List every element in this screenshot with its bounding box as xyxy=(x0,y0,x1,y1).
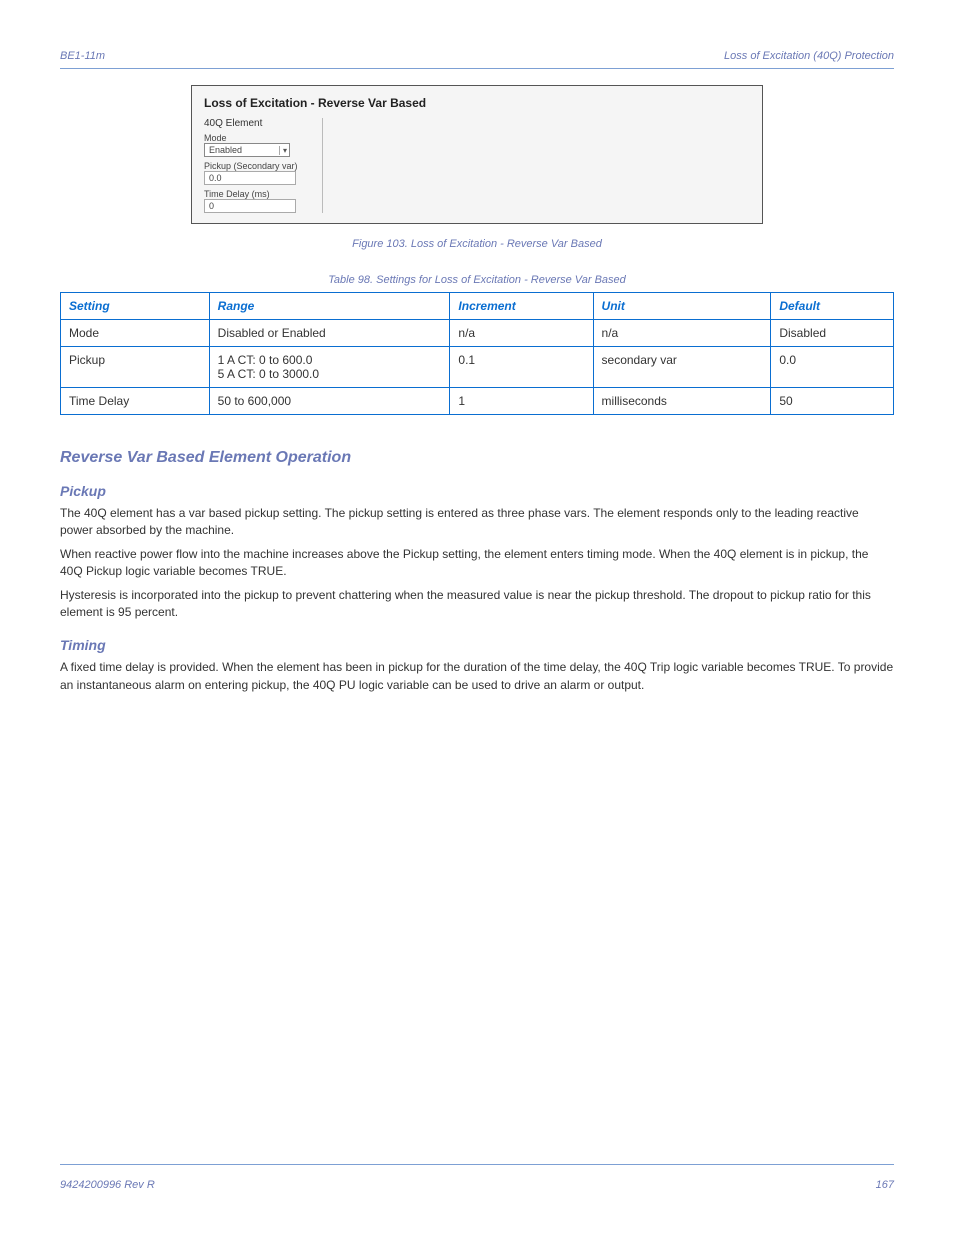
delay-input[interactable]: 0 xyxy=(204,199,296,213)
cell: Mode xyxy=(61,320,210,347)
timing-subsection-title: Timing xyxy=(60,637,894,653)
pickup-subsection-title: Pickup xyxy=(60,483,894,499)
mode-select[interactable]: Enabled ▾ xyxy=(204,143,290,157)
top-rule xyxy=(60,68,894,69)
cell: n/a xyxy=(450,320,593,347)
mode-label: Mode xyxy=(204,133,310,143)
panel-right-empty xyxy=(322,118,762,213)
table-row: Time Delay 50 to 600,000 1 milliseconds … xyxy=(61,388,894,415)
bottom-rule xyxy=(60,1164,894,1165)
cell: 1 A CT: 0 to 600.0 5 A CT: 0 to 3000.0 xyxy=(209,347,450,388)
element-label: 40Q Element xyxy=(204,118,310,129)
pickup-label: Pickup (Secondary var) xyxy=(204,161,310,171)
settings-panel: Loss of Excitation - Reverse Var Based 4… xyxy=(191,85,763,224)
col-increment: Increment xyxy=(450,293,593,320)
delay-label: Time Delay (ms) xyxy=(204,189,310,199)
cell: milliseconds xyxy=(593,388,771,415)
delay-value: 0 xyxy=(209,201,214,211)
col-setting: Setting xyxy=(61,293,210,320)
cell: n/a xyxy=(593,320,771,347)
pickup-para-1: The 40Q element has a var based pickup s… xyxy=(60,505,894,540)
cell: 1 xyxy=(450,388,593,415)
col-unit: Unit xyxy=(593,293,771,320)
cell: 0.0 xyxy=(771,347,894,388)
footer-right: 167 xyxy=(876,1179,894,1191)
mode-value: Enabled xyxy=(209,145,242,155)
table-header-row: Setting Range Increment Unit Default xyxy=(61,293,894,320)
panel-title: Loss of Excitation - Reverse Var Based xyxy=(192,86,762,114)
cell: Disabled xyxy=(771,320,894,347)
cell: secondary var xyxy=(593,347,771,388)
settings-table: Setting Range Increment Unit Default Mod… xyxy=(60,292,894,415)
pickup-para-3: Hysteresis is incorporated into the pick… xyxy=(60,587,894,622)
header-right: Loss of Excitation (40Q) Protection xyxy=(724,50,894,62)
footer-left: 9424200996 Rev R xyxy=(60,1179,155,1191)
chevron-down-icon: ▾ xyxy=(279,146,287,155)
cell: Time Delay xyxy=(61,388,210,415)
cell: 0.1 xyxy=(450,347,593,388)
table-caption: Table 98. Settings for Loss of Excitatio… xyxy=(60,274,894,286)
cell: Disabled or Enabled xyxy=(209,320,450,347)
cell: 50 to 600,000 xyxy=(209,388,450,415)
cell: Pickup xyxy=(61,347,210,388)
table-row: Pickup 1 A CT: 0 to 600.0 5 A CT: 0 to 3… xyxy=(61,347,894,388)
pickup-input[interactable]: 0.0 xyxy=(204,171,296,185)
col-range: Range xyxy=(209,293,450,320)
header-left: BE1-11m xyxy=(60,50,105,62)
cell: 50 xyxy=(771,388,894,415)
table-row: Mode Disabled or Enabled n/a n/a Disable… xyxy=(61,320,894,347)
figure-wrap: Loss of Excitation - Reverse Var Based 4… xyxy=(60,85,894,224)
pickup-para-2: When reactive power flow into the machin… xyxy=(60,546,894,581)
figure-caption: Figure 103. Loss of Excitation - Reverse… xyxy=(60,238,894,250)
col-default: Default xyxy=(771,293,894,320)
timing-para: A fixed time delay is provided. When the… xyxy=(60,659,894,694)
pickup-value: 0.0 xyxy=(209,173,222,183)
section-title: Reverse Var Based Element Operation xyxy=(60,449,894,467)
